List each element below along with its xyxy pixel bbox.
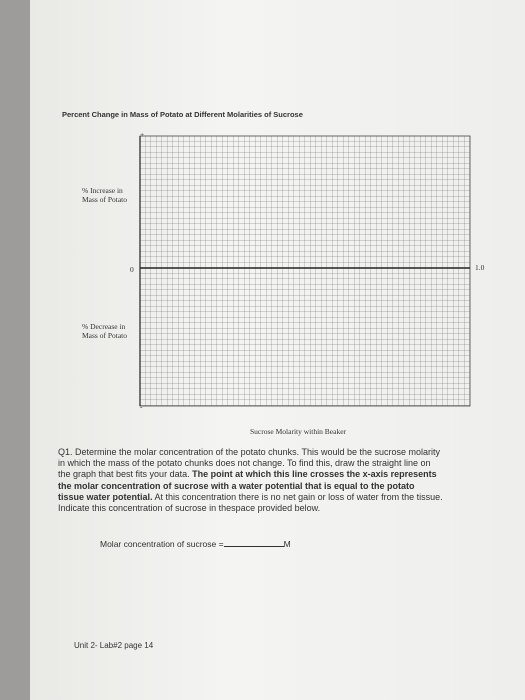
answer-prompt: Molar concentration of sucrose = xyxy=(100,539,224,549)
minus-sign: - xyxy=(140,402,143,411)
zero-label: 0 xyxy=(130,265,134,274)
answer-unit: M xyxy=(283,539,291,549)
question-segment: The point at which this line crosses the… xyxy=(58,469,437,502)
answer-line: Molar concentration of sucrose = M xyxy=(100,539,291,549)
plus-sign: + xyxy=(140,130,145,139)
question-label: Q1. xyxy=(58,447,73,457)
question-segment: At this concentration there is no net ga… xyxy=(58,491,443,514)
question: Q1. Determine the molar concentration of… xyxy=(58,447,443,514)
graph-title: Percent Change in Mass of Potato at Diff… xyxy=(62,110,303,119)
decrease-label: % Decrease in Mass of Potato xyxy=(82,322,127,340)
increase-label: % Increase in Mass of Potato xyxy=(82,186,127,204)
question-text: Determine the molar concentration of the… xyxy=(58,447,443,513)
footer: Unit 2- Lab#2 page 14 xyxy=(74,641,154,650)
blank xyxy=(223,546,284,547)
end-label: 1.0 xyxy=(475,263,485,272)
x-axis-label: Sucrose Molarity within Beaker xyxy=(250,427,347,436)
question-segment: Determine the molar concentration of the… xyxy=(58,447,441,480)
